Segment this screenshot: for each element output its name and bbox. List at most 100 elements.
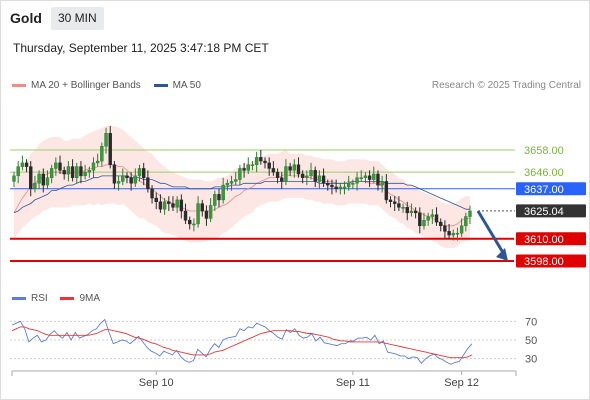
candle [208, 198, 213, 223]
candle-body [129, 177, 133, 184]
candle [54, 157, 58, 176]
level-badge [516, 204, 586, 218]
time-axis-label: Sep 12 [444, 377, 479, 389]
candle [363, 172, 368, 184]
level-badge [516, 254, 586, 268]
candle [41, 168, 45, 193]
candle [409, 203, 414, 217]
candle [125, 172, 129, 184]
candle-body [179, 199, 184, 212]
candle [422, 212, 426, 230]
candle [372, 166, 376, 184]
candle-body [451, 232, 455, 236]
candle-body [37, 173, 41, 184]
candle-body [346, 183, 351, 188]
candle [250, 161, 255, 171]
candle [33, 175, 37, 193]
candle [263, 157, 267, 169]
candle-body [41, 173, 45, 186]
candle-body [20, 162, 25, 167]
candle-body [284, 166, 288, 182]
candle-body [305, 175, 309, 178]
candle [116, 175, 121, 191]
bollinger-band [14, 125, 470, 248]
candle-body [162, 201, 167, 210]
timeframe-badge[interactable]: 30 MIN [51, 7, 104, 30]
candle-body [175, 199, 179, 208]
candle-body [213, 194, 217, 206]
candle [326, 179, 330, 191]
candle [87, 166, 92, 178]
candle-body [367, 175, 372, 180]
candle [66, 161, 71, 182]
level-label: 3610.00 [524, 234, 564, 246]
candle-body [275, 171, 280, 178]
candle [338, 183, 343, 195]
candle [384, 174, 389, 204]
candle [100, 142, 104, 167]
candle-body [334, 186, 338, 190]
candle-body [158, 201, 163, 210]
candle-body [363, 175, 368, 178]
candle-body [242, 168, 246, 171]
candle [70, 159, 75, 182]
ma50-line [13, 175, 470, 214]
candle [162, 198, 167, 215]
candle-body [426, 216, 430, 221]
candle [447, 223, 451, 239]
candle [12, 172, 16, 187]
candle [150, 185, 154, 204]
candle-body [12, 175, 16, 182]
candle [367, 170, 372, 187]
candle-body [234, 179, 238, 182]
candle [275, 168, 280, 184]
level-label: 3646.00 [524, 167, 564, 179]
rsi-series-rsi [11, 318, 473, 365]
candle-body [16, 166, 20, 177]
candle [392, 196, 397, 211]
legend-item-ma20: MA 20 + Bollinger Bands [12, 80, 141, 91]
candle [221, 177, 225, 204]
legend-item-9ma: 9MA [60, 293, 100, 304]
candle [397, 196, 401, 211]
level-badge [516, 232, 586, 246]
candle-body [292, 164, 296, 171]
candle-body [217, 194, 221, 201]
candle [112, 161, 117, 189]
candle-body [133, 175, 138, 184]
candle-body [208, 205, 213, 219]
legend-label: MA 50 [172, 80, 201, 91]
candle-body [141, 168, 146, 178]
candle [451, 229, 455, 241]
candle [342, 181, 347, 195]
candle [238, 164, 242, 186]
level-label: 3598.00 [524, 256, 564, 268]
candle-body [54, 162, 58, 169]
candle [91, 157, 96, 178]
candle [217, 188, 221, 208]
candle [121, 168, 125, 186]
candle-body [439, 221, 443, 227]
candle-body [422, 220, 426, 227]
main-legend: MA 20 + Bollinger Bands MA 50 [12, 80, 211, 91]
candle [388, 196, 393, 208]
candle-body [447, 231, 451, 236]
candle [154, 192, 158, 210]
candle-body [150, 188, 154, 199]
candle-body [384, 181, 389, 201]
candle [204, 205, 209, 226]
candle-body [280, 177, 284, 182]
candle-body [443, 225, 447, 232]
candle [196, 196, 200, 228]
candle-body [405, 207, 409, 214]
candle [313, 166, 317, 187]
candle [37, 170, 41, 189]
candle-body [330, 184, 334, 188]
candle [334, 179, 338, 193]
candle-body [468, 210, 472, 217]
candle-body [459, 225, 464, 234]
candle [24, 159, 29, 173]
rsi-tick-label: 50 [525, 335, 537, 347]
candle [234, 172, 238, 186]
